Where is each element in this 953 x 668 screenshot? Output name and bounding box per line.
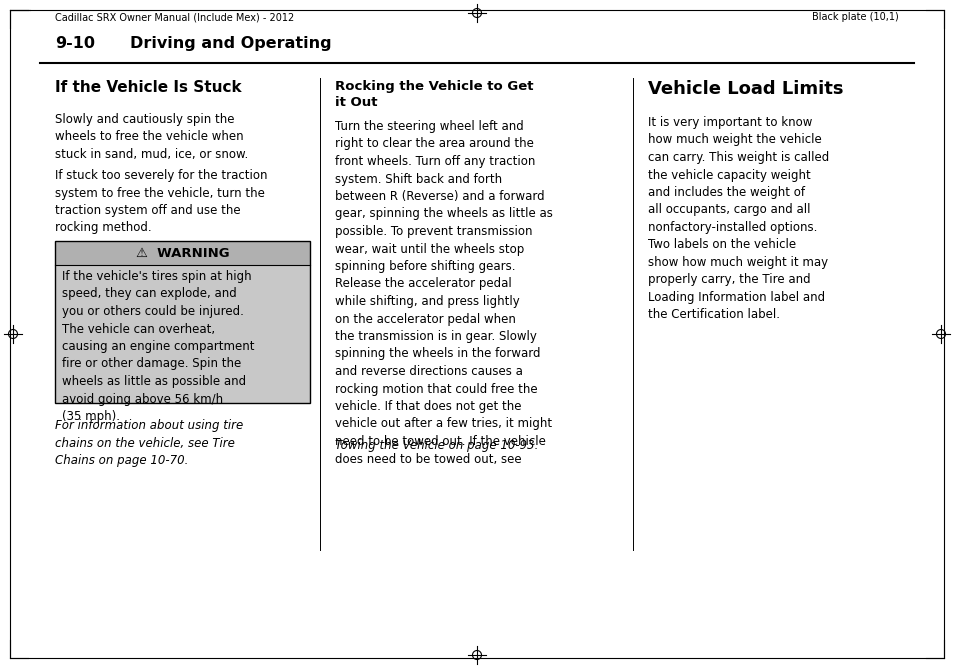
Text: Black plate (10,1): Black plate (10,1) — [811, 12, 898, 22]
Text: If stuck too severely for the traction
system to free the vehicle, turn the
trac: If stuck too severely for the traction s… — [55, 169, 267, 234]
Text: Slowly and cautiously spin the
wheels to free the vehicle when
stuck in sand, mu: Slowly and cautiously spin the wheels to… — [55, 113, 248, 161]
Text: If the Vehicle Is Stuck: If the Vehicle Is Stuck — [55, 80, 241, 95]
Text: Towing the Vehicle on page 10-93.: Towing the Vehicle on page 10-93. — [335, 439, 537, 452]
Text: Vehicle Load Limits: Vehicle Load Limits — [647, 80, 842, 98]
Text: For information about using tire
chains on the vehicle, see Tire
Chains on page : For information about using tire chains … — [55, 419, 243, 467]
Bar — [55, 241, 310, 265]
Text: ⚠  WARNING: ⚠ WARNING — [135, 246, 229, 259]
Text: If the vehicle's tires spin at high
speed, they can explode, and
you or others c: If the vehicle's tires spin at high spee… — [62, 270, 254, 423]
Text: Driving and Operating: Driving and Operating — [130, 36, 332, 51]
Bar — [55, 241, 310, 403]
Text: 9-10: 9-10 — [55, 36, 95, 51]
Text: Turn the steering wheel left and
right to clear the area around the
front wheels: Turn the steering wheel left and right t… — [335, 120, 553, 466]
Text: It is very important to know
how much weight the vehicle
can carry. This weight : It is very important to know how much we… — [647, 116, 828, 321]
Bar — [55, 265, 310, 403]
Text: Rocking the Vehicle to Get
it Out: Rocking the Vehicle to Get it Out — [335, 80, 533, 109]
Text: Cadillac SRX Owner Manual (Include Mex) - 2012: Cadillac SRX Owner Manual (Include Mex) … — [55, 12, 294, 22]
